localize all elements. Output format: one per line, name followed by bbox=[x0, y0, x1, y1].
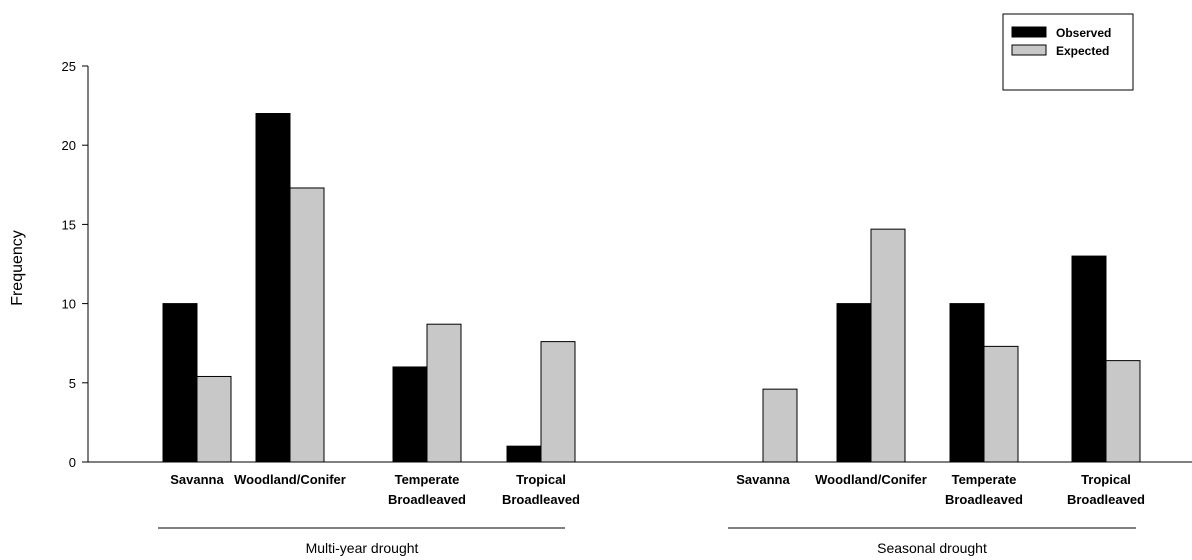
category-label: Savanna bbox=[736, 472, 790, 487]
bar-observed bbox=[836, 303, 872, 463]
bar-observed bbox=[162, 303, 198, 463]
bar-expected bbox=[1105, 360, 1141, 463]
y-axis: 0 5 10 15 20 25 bbox=[62, 59, 89, 470]
category-label: Broadleaved bbox=[502, 492, 580, 507]
bar-observed bbox=[1071, 255, 1107, 463]
bar-observed bbox=[255, 113, 291, 463]
bar-expected bbox=[426, 323, 462, 463]
bar-observed bbox=[506, 445, 542, 463]
category-label: Savanna bbox=[170, 472, 224, 487]
y-axis-label: Frequency bbox=[9, 230, 26, 306]
bar-expected bbox=[870, 228, 906, 463]
legend-label: Observed bbox=[1056, 26, 1111, 40]
category-label: Temperate bbox=[952, 472, 1017, 487]
category-label: Broadleaved bbox=[945, 492, 1023, 507]
legend-label: Expected bbox=[1056, 44, 1109, 58]
category-label: Woodland/Conifer bbox=[815, 472, 927, 487]
bar-expected bbox=[196, 375, 232, 463]
bar-expected bbox=[762, 388, 798, 463]
legend-swatch-observed bbox=[1011, 26, 1047, 38]
category-label: Woodland/Conifer bbox=[234, 472, 346, 487]
bar-observed bbox=[949, 303, 985, 463]
category-label: Temperate bbox=[395, 472, 460, 487]
y-tick-label: 5 bbox=[69, 376, 76, 391]
bar-expected bbox=[983, 345, 1019, 463]
category-label: Broadleaved bbox=[388, 492, 466, 507]
y-tick-label: 20 bbox=[62, 138, 76, 153]
group-labels: Multi-year drought Seasonal drought bbox=[158, 527, 1136, 556]
y-tick-label: 10 bbox=[62, 297, 76, 312]
y-tick-label: 15 bbox=[62, 217, 76, 232]
legend-swatch-expected bbox=[1011, 44, 1047, 56]
y-tick-label: 25 bbox=[62, 59, 76, 74]
bars bbox=[88, 113, 1192, 463]
group-label: Multi-year drought bbox=[306, 540, 419, 556]
bar-observed bbox=[392, 366, 428, 463]
y-tick-label: 0 bbox=[69, 455, 76, 470]
bar-expected bbox=[289, 187, 325, 463]
category-label: Broadleaved bbox=[1067, 492, 1145, 507]
category-labels: Savanna Woodland/Conifer Temperate Broadlea… bbox=[170, 472, 1145, 507]
legend: Observed Expected bbox=[1002, 13, 1134, 91]
category-label: Tropical bbox=[516, 472, 566, 487]
bar-expected bbox=[540, 341, 576, 463]
group-label: Seasonal drought bbox=[877, 540, 987, 556]
category-label: Tropical bbox=[1081, 472, 1131, 487]
